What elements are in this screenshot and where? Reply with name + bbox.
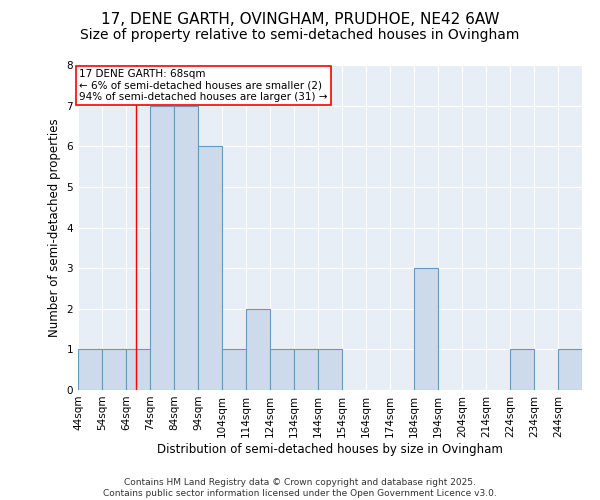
Bar: [270, 350, 294, 390]
Text: Contains HM Land Registry data © Crown copyright and database right 2025.
Contai: Contains HM Land Registry data © Crown c…: [103, 478, 497, 498]
Bar: [246, 308, 270, 390]
Text: Size of property relative to semi-detached houses in Ovingham: Size of property relative to semi-detach…: [80, 28, 520, 42]
Bar: [174, 106, 198, 390]
Text: 17, DENE GARTH, OVINGHAM, PRUDHOE, NE42 6AW: 17, DENE GARTH, OVINGHAM, PRUDHOE, NE42 …: [101, 12, 499, 28]
Bar: [126, 350, 150, 390]
Y-axis label: Number of semi-detached properties: Number of semi-detached properties: [48, 118, 61, 337]
Bar: [150, 106, 174, 390]
Bar: [558, 350, 582, 390]
Bar: [222, 350, 246, 390]
Text: 17 DENE GARTH: 68sqm
← 6% of semi-detached houses are smaller (2)
94% of semi-de: 17 DENE GARTH: 68sqm ← 6% of semi-detach…: [79, 69, 328, 102]
Bar: [294, 350, 318, 390]
Bar: [78, 350, 102, 390]
Bar: [318, 350, 342, 390]
Bar: [198, 146, 222, 390]
Bar: [414, 268, 438, 390]
Bar: [510, 350, 534, 390]
X-axis label: Distribution of semi-detached houses by size in Ovingham: Distribution of semi-detached houses by …: [157, 442, 503, 456]
Bar: [102, 350, 126, 390]
